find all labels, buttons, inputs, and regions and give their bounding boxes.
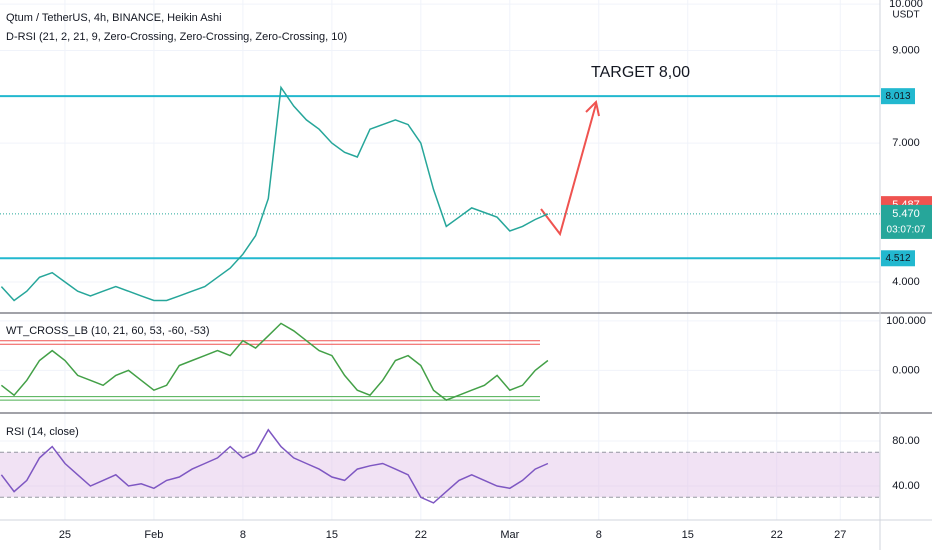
rsi-band bbox=[0, 452, 880, 498]
countdown: 03:07:07 bbox=[887, 225, 926, 236]
series-line bbox=[0, 85, 549, 302]
y-tick-label: 100.000 bbox=[886, 315, 926, 327]
level-label: 4.512 bbox=[885, 253, 910, 264]
y-tick-label: 10.000 bbox=[889, 0, 923, 10]
level-label-box bbox=[881, 88, 915, 105]
series-line bbox=[0, 322, 549, 401]
x-tick-label: 8 bbox=[240, 529, 246, 541]
x-tick-label: 8 bbox=[596, 529, 602, 541]
indicator-title: D-RSI (21, 2, 21, 9, Zero-Crossing, Zero… bbox=[6, 31, 347, 43]
chart-title: Qtum / TetherUS, 4h, BINANCE, Heikin Ash… bbox=[6, 12, 222, 24]
series-line bbox=[0, 428, 549, 504]
y-tick-label: 9.000 bbox=[892, 44, 920, 56]
price-label-box bbox=[881, 204, 932, 239]
y-tick-label: 4.000 bbox=[892, 276, 920, 288]
x-tick-label: 15 bbox=[682, 529, 694, 541]
target-arrow bbox=[540, 103, 597, 237]
price-label: 5.470 bbox=[892, 208, 920, 220]
indicator-title: WT_CROSS_LB (10, 21, 60, 53, -60, -53) bbox=[6, 325, 210, 337]
x-tick-label: 22 bbox=[415, 529, 427, 541]
y-tick-label: 40.00 bbox=[892, 480, 920, 492]
x-tick-label: 15 bbox=[326, 529, 338, 541]
y-tick-label: 7.000 bbox=[892, 137, 920, 149]
x-tick-label: Mar bbox=[500, 529, 519, 541]
target-arrow-head bbox=[585, 99, 600, 117]
indicator-title: RSI (14, close) bbox=[6, 426, 79, 438]
x-tick-label: 22 bbox=[771, 529, 783, 541]
level-label: 8.013 bbox=[885, 91, 910, 102]
background-layer bbox=[0, 0, 880, 520]
level-label-box bbox=[881, 250, 915, 267]
x-tick-label: 25 bbox=[59, 529, 71, 541]
annotation: TARGET 8,00 bbox=[591, 64, 690, 81]
currency: USDT bbox=[892, 10, 919, 21]
y-tick-label: 80.00 bbox=[892, 435, 920, 447]
x-tick-label: Feb bbox=[144, 529, 163, 541]
x-tick-label: 27 bbox=[834, 529, 846, 541]
y-tick-label: 0.000 bbox=[892, 364, 920, 376]
